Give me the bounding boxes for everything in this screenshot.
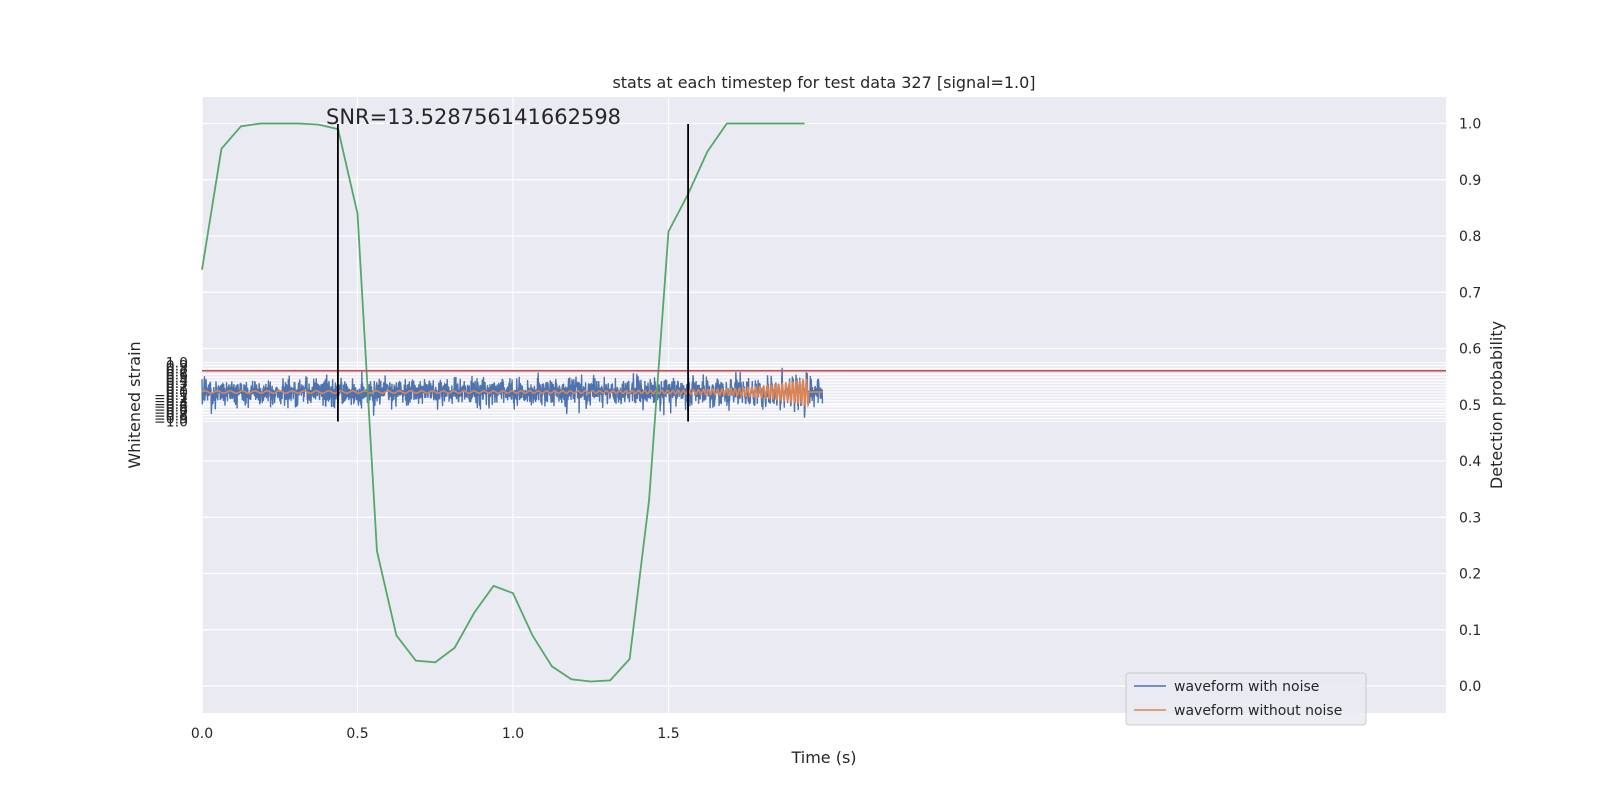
y2-tick-label: 0.8 (1459, 229, 1481, 245)
x-axis-label: Time (s) (790, 748, 856, 767)
series-noisy (201, 367, 824, 418)
y-tick-label: −0.6 (154, 403, 188, 419)
reference-lines (202, 124, 1446, 422)
y2-tick-label: 0.5 (1459, 398, 1481, 414)
x-tick-label: 0.5 (346, 726, 368, 742)
legend-label-clean: waveform without noise (1174, 703, 1342, 719)
y-tick-label: 0.8 (166, 361, 188, 377)
probability-line (201, 122, 805, 683)
legend: waveform with noise waveform without noi… (1125, 672, 1367, 726)
snr-annotation: SNR=13.528756141662598 (326, 105, 621, 129)
y-tick-label: −0.1 (154, 388, 188, 404)
y-tick-label: 0.9 (166, 358, 188, 374)
y2-tick-label: 0.9 (1459, 173, 1481, 189)
y2-tick-label: 0.0 (1459, 679, 1481, 695)
y2-axis-label: Detection probability (1487, 321, 1506, 489)
chart-title: stats at each timestep for test data 327… (612, 73, 1035, 92)
y-tick-label: −0.7 (154, 406, 188, 422)
y2-tick-label: 0.2 (1459, 567, 1481, 583)
y-tick-label: 0.6 (166, 367, 188, 383)
clean-waveform-line (201, 377, 823, 408)
y2-tick-label: 0.7 (1459, 285, 1481, 301)
y-tick-label: −0.8 (154, 409, 188, 425)
y-tick-label: 0.2 (166, 379, 188, 395)
series-clean (201, 377, 823, 408)
y2-ticks: 1.0 0.9 0.8 0.7 0.6 0.5 0.4 0.3 0.2 0.1 0.0 (1459, 117, 1481, 696)
y-tick-label: 0.0 (166, 385, 188, 401)
y2-tick-label: 0.3 (1459, 510, 1481, 526)
y-tick-label: 0.5 (166, 370, 188, 386)
x-tick-label: 1.5 (657, 726, 679, 742)
y-tick-label: 0.1 (166, 382, 188, 398)
x-ticks: 0.0 0.5 1.0 1.5 (191, 726, 680, 742)
x-tick-label: 1.0 (502, 726, 524, 742)
y-tick-label: −1.0 (154, 414, 188, 430)
y-tick-label: 0.4 (166, 373, 188, 389)
legend-label-noisy: waveform with noise (1174, 679, 1319, 695)
y-tick-label: −0.2 (154, 391, 188, 407)
y-tick-label: −0.9 (154, 412, 188, 428)
y-tick-label: −0.3 (154, 394, 188, 410)
y-tick-label: 0.3 (166, 376, 188, 392)
y2-tick-label: 1.0 (1459, 117, 1481, 133)
y-tick-label: 1.0 (166, 356, 188, 372)
y-ticks: 1.00.90.80.70.60.50.40.30.20.10.0−0.1−0.… (154, 356, 188, 431)
y2-tick-label: 0.6 (1459, 342, 1481, 358)
y2-tick-label: 0.4 (1459, 454, 1481, 470)
y-axis-label: Whitened strain (125, 341, 144, 468)
y-tick-label: 0.7 (166, 364, 188, 380)
x-tick-label: 0.0 (191, 726, 213, 742)
series-probability (201, 122, 805, 683)
noisy-waveform-line (201, 367, 824, 418)
y2-tick-label: 0.1 (1459, 623, 1481, 639)
y-tick-label: −0.4 (154, 397, 188, 413)
y-tick-label: −0.5 (154, 400, 188, 416)
